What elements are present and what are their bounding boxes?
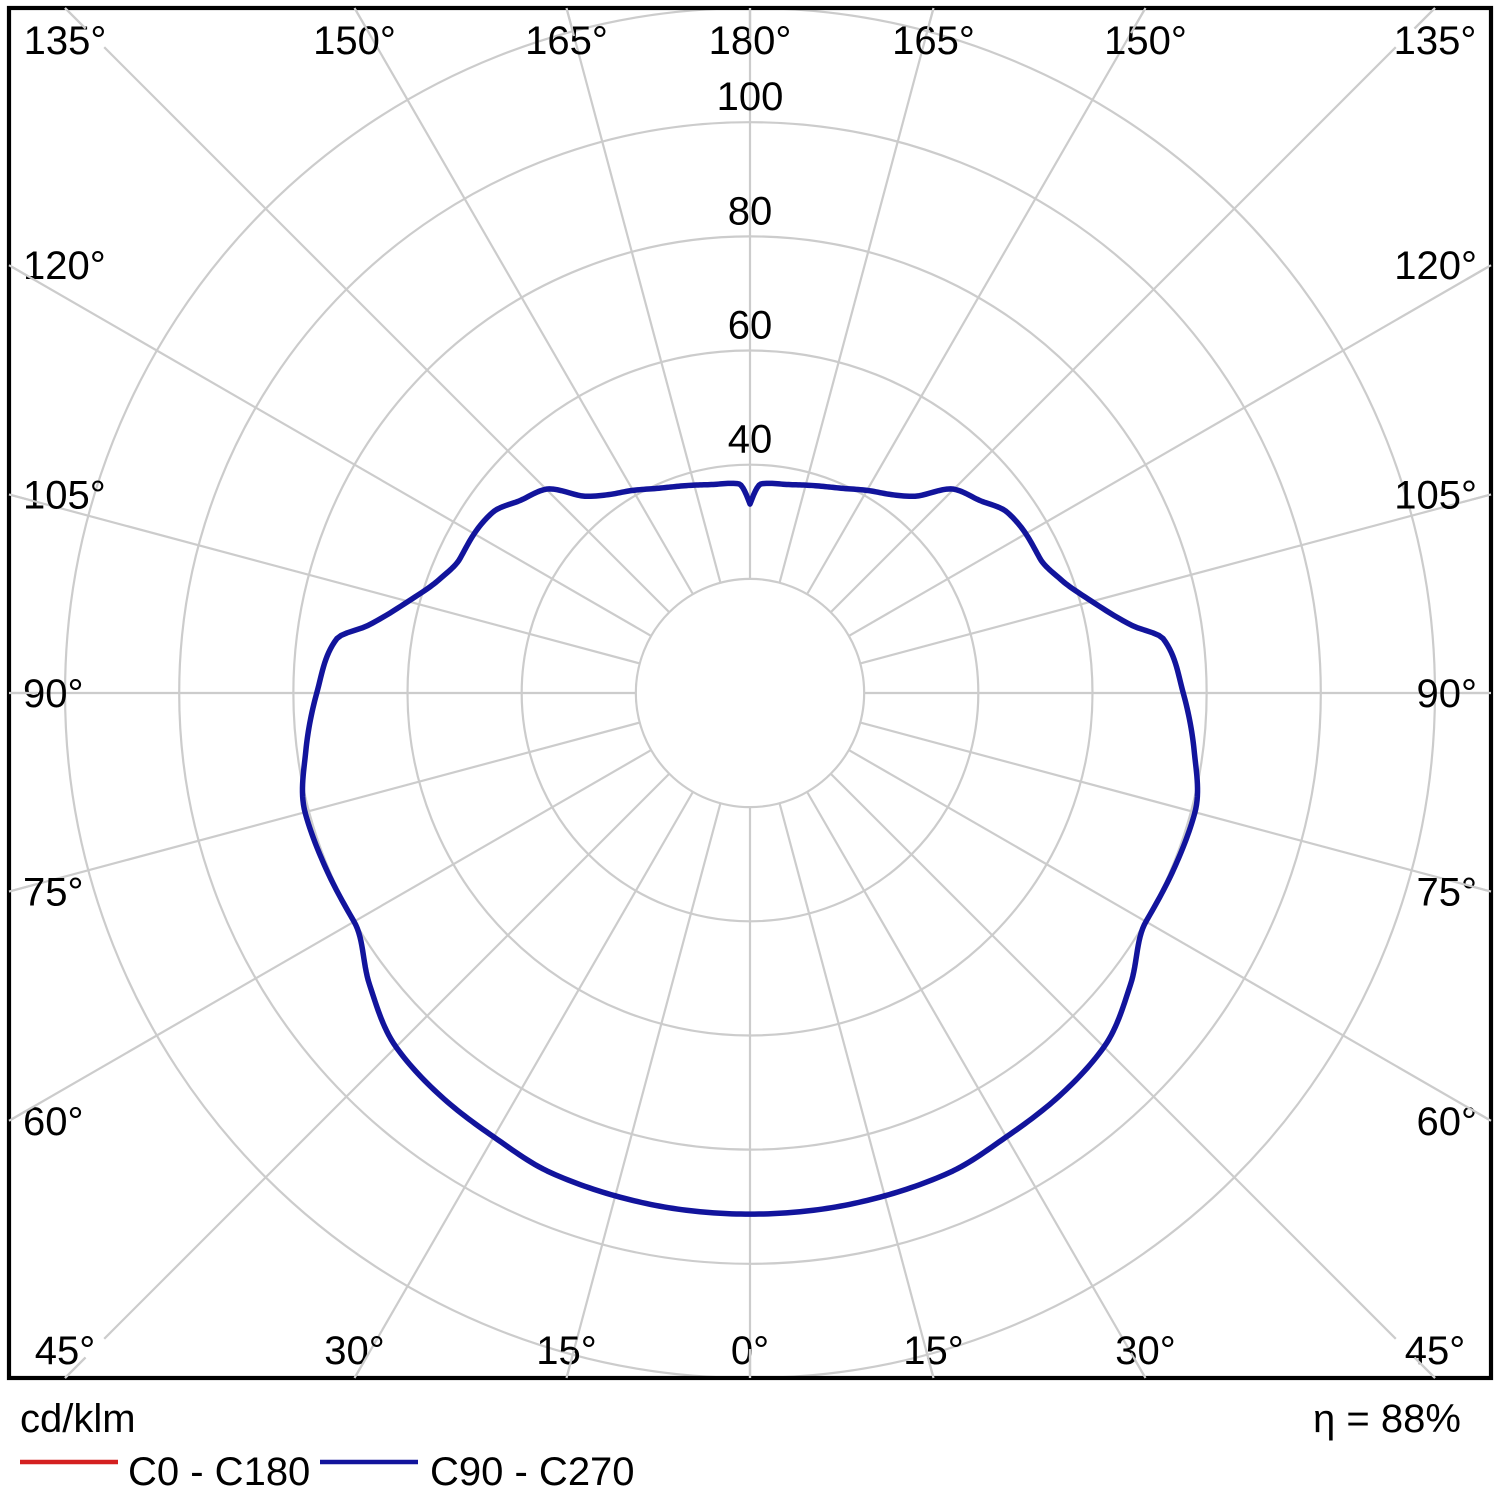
svg-text:100: 100: [717, 75, 784, 119]
svg-text:105°: 105°: [1394, 473, 1477, 517]
svg-text:40: 40: [728, 418, 773, 462]
svg-text:80: 80: [728, 189, 773, 233]
svg-text:75°: 75°: [1417, 871, 1478, 915]
svg-text:15°: 15°: [536, 1329, 597, 1373]
svg-text:60: 60: [728, 304, 773, 348]
svg-text:30°: 30°: [1115, 1329, 1176, 1373]
svg-text:75°: 75°: [23, 871, 84, 915]
svg-text:120°: 120°: [1394, 244, 1477, 288]
svg-text:45°: 45°: [35, 1329, 96, 1373]
svg-text:30°: 30°: [324, 1329, 385, 1373]
svg-text:165°: 165°: [892, 19, 975, 63]
svg-text:cd/klm: cd/klm: [20, 1397, 136, 1441]
svg-text:C90 - C270: C90 - C270: [430, 1450, 635, 1494]
svg-text:105°: 105°: [23, 473, 106, 517]
svg-text:135°: 135°: [1394, 19, 1477, 63]
svg-text:150°: 150°: [1104, 19, 1187, 63]
svg-text:C0 - C180: C0 - C180: [128, 1450, 310, 1494]
svg-text:135°: 135°: [24, 19, 107, 63]
svg-text:165°: 165°: [525, 19, 608, 63]
svg-text:120°: 120°: [23, 244, 106, 288]
svg-text:45°: 45°: [1405, 1329, 1466, 1373]
svg-text:15°: 15°: [903, 1329, 964, 1373]
svg-text:η = 88%: η = 88%: [1313, 1397, 1461, 1441]
svg-text:150°: 150°: [313, 19, 396, 63]
